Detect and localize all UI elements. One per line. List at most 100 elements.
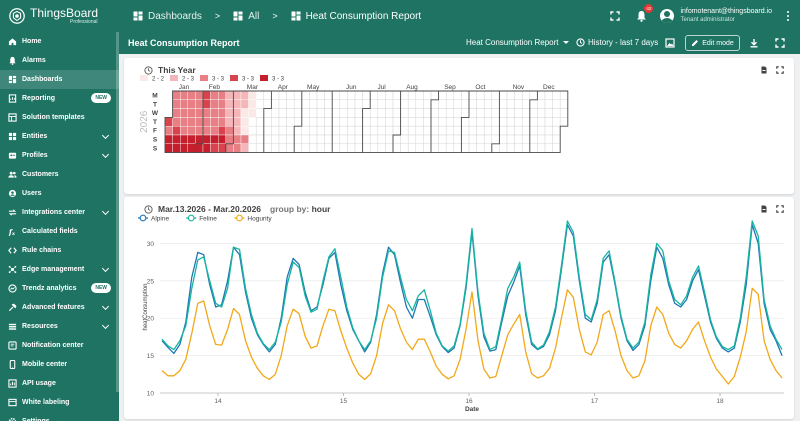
sidebar-item-profiles[interactable]: Profiles bbox=[0, 146, 119, 165]
heatmap-cell bbox=[499, 99, 508, 109]
heatmap-cell bbox=[423, 134, 432, 145]
sidebar-item-calculated-fields[interactable]: f x Calculated fields bbox=[0, 222, 119, 241]
legend-label[interactable]: Hogurity bbox=[247, 216, 272, 223]
legend-label[interactable]: Feline bbox=[199, 216, 217, 223]
sidebar-item-resources[interactable]: Resources bbox=[0, 317, 119, 336]
sidebar-item-reporting[interactable]: Reporting NEW bbox=[0, 89, 119, 108]
svg-text:f: f bbox=[8, 228, 14, 236]
day-label: S bbox=[153, 145, 158, 152]
sidebar-scrollbar[interactable] bbox=[116, 32, 119, 392]
heatmap-cell bbox=[248, 134, 257, 145]
heatmap-cell bbox=[544, 90, 553, 101]
heatmap-data-cell bbox=[172, 90, 181, 101]
sidebar-item-dashboards[interactable]: Dashboards bbox=[0, 70, 119, 89]
breadcrumb-dashboards[interactable]: Dashboards bbox=[148, 10, 202, 22]
month-boundary bbox=[225, 91, 234, 153]
heatmap-cell bbox=[377, 90, 386, 101]
sidebar-item-solution-templates[interactable]: Solution templates bbox=[0, 108, 119, 127]
heatmap-cell bbox=[468, 134, 477, 145]
heatmap-cell bbox=[362, 108, 371, 118]
heatmap-data-cell bbox=[187, 99, 196, 109]
sidebar-item-advanced-features[interactable]: Advanced features bbox=[0, 298, 119, 317]
download-icon[interactable] bbox=[747, 36, 761, 50]
heatmap-cell bbox=[521, 143, 531, 153]
thingsboard-logo[interactable]: ThingsBoard Professional bbox=[0, 0, 120, 32]
heatmap-cell bbox=[309, 108, 318, 118]
sidebar-item-api-usage[interactable]: API usage bbox=[0, 374, 119, 393]
heatmap-data-cell bbox=[195, 90, 204, 101]
heatmap-cell bbox=[392, 117, 401, 127]
heatmap-data-cell bbox=[210, 125, 219, 136]
heatmap-data-cell bbox=[187, 143, 196, 153]
x-tick-label: 17 bbox=[591, 398, 599, 405]
month-boundary bbox=[392, 91, 402, 153]
timewindow-label: History - last 7 days bbox=[588, 38, 659, 47]
customers-icon bbox=[8, 171, 17, 178]
timewindow-button[interactable]: History - last 7 days bbox=[576, 38, 658, 47]
breadcrumb-all[interactable]: All bbox=[248, 10, 260, 22]
more-vert-icon[interactable] bbox=[786, 10, 790, 22]
heatmap-cell bbox=[461, 108, 470, 118]
sidebar-item-alarms[interactable]: Alarms bbox=[0, 51, 119, 70]
heatmap-cell bbox=[339, 134, 348, 145]
heatmap-cell bbox=[369, 108, 379, 118]
heatmap-cell bbox=[415, 99, 424, 109]
sidebar-item-notification-center[interactable]: Notification center bbox=[0, 336, 119, 355]
legend-label[interactable]: Alpine bbox=[151, 216, 169, 223]
heatmap-cell bbox=[430, 143, 439, 153]
export-icon[interactable] bbox=[760, 66, 768, 74]
fullscreen-icon[interactable] bbox=[608, 9, 622, 23]
heatmap-cell bbox=[400, 90, 409, 101]
dashboard-state-select[interactable]: Heat Consumption Report bbox=[466, 38, 569, 47]
avatar[interactable] bbox=[660, 9, 675, 23]
heatmap-cell bbox=[529, 90, 538, 101]
top-app-bar: ThingsBoard Professional Dashboards > Al… bbox=[0, 0, 800, 32]
user-role: Tenant administrator bbox=[680, 16, 735, 23]
heatmap-cell bbox=[362, 90, 371, 101]
heatmap-cell bbox=[385, 108, 394, 118]
month-label: Aug bbox=[406, 84, 418, 91]
heatmap-cell bbox=[430, 108, 439, 118]
sidebar-item-edge-management[interactable]: Edge management bbox=[0, 260, 119, 279]
heatmap-cell bbox=[430, 117, 439, 127]
heatmap-cell bbox=[392, 108, 401, 118]
export-icon[interactable] bbox=[760, 205, 768, 213]
fullscreen-icon[interactable] bbox=[776, 66, 784, 74]
month-boundary bbox=[529, 91, 538, 153]
sidebar-item-entities[interactable]: Entities bbox=[0, 127, 119, 146]
sidebar-item-trendz-analytics[interactable]: Trendz analytics NEW bbox=[0, 279, 119, 298]
sidebar-item-customers[interactable]: Customers bbox=[0, 165, 119, 184]
image-icon[interactable] bbox=[663, 36, 677, 50]
heatmap-cell bbox=[468, 143, 477, 153]
heatmap-cell bbox=[263, 108, 272, 118]
notifications-button[interactable]: 42 bbox=[634, 4, 654, 23]
heatmap-data-cell bbox=[187, 90, 196, 101]
group-by-value[interactable]: hour bbox=[311, 204, 331, 214]
sidebar-item-integrations-center[interactable]: Integrations center bbox=[0, 203, 119, 222]
sidebar-item-white-labeling[interactable]: White labeling bbox=[0, 393, 119, 412]
heatmap-data-cell bbox=[217, 90, 226, 101]
sidebar-item-settings[interactable]: Settings bbox=[0, 412, 119, 421]
fullscreen-icon[interactable] bbox=[773, 36, 787, 50]
user-info[interactable]: infomotenant@thingsboard.io Tenant admin… bbox=[680, 8, 772, 24]
heatmap-cell bbox=[483, 143, 493, 153]
heatmap-data-cell bbox=[180, 108, 189, 118]
heatmap-cell bbox=[552, 108, 561, 118]
sidebar-item-mobile-center[interactable]: Mobile center bbox=[0, 355, 119, 374]
heatmap-data-cell bbox=[240, 134, 249, 145]
heatmap-data-cell bbox=[217, 108, 226, 118]
sidebar-item-home[interactable]: Home bbox=[0, 32, 119, 51]
heatmap-cell bbox=[461, 90, 470, 101]
dashboard-icon bbox=[291, 11, 301, 21]
fullscreen-icon[interactable] bbox=[776, 205, 784, 213]
sidebar-item-users[interactable]: Users bbox=[0, 184, 119, 203]
edit-mode-button[interactable]: Edit mode bbox=[685, 35, 740, 51]
heatmap-data-cell bbox=[172, 125, 181, 136]
heatmap-cell bbox=[537, 99, 546, 109]
heat-consumption-line-chart-widget: Mar.13.2026 - Mar.20.2026 group by: hour… bbox=[124, 197, 794, 419]
heatmap-cell bbox=[392, 143, 401, 153]
heatmap-cell bbox=[301, 134, 310, 145]
heatmap-cell bbox=[293, 125, 303, 136]
sidebar-item-rule-chains[interactable]: Rule chains bbox=[0, 241, 119, 260]
